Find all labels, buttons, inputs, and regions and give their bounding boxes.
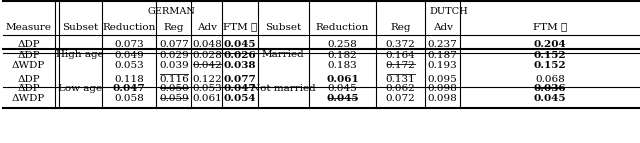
Text: 0.204: 0.204 [534, 40, 566, 48]
Text: Adv: Adv [197, 23, 217, 31]
Text: 0.058: 0.058 [115, 95, 144, 103]
Text: ΔDP: ΔDP [17, 40, 40, 48]
Text: 0.053: 0.053 [192, 85, 222, 93]
Text: ΔDP: ΔDP [17, 75, 40, 84]
Text: GERMAN: GERMAN [148, 7, 196, 15]
Text: Δ̅DP: Δ̅DP [17, 85, 40, 93]
Text: Reg: Reg [390, 23, 411, 31]
Text: Reduction: Reduction [102, 23, 156, 31]
Text: 0.372: 0.372 [386, 40, 415, 48]
Text: 0.059: 0.059 [159, 95, 189, 103]
Text: 0.077: 0.077 [224, 75, 257, 84]
Text: FTM ✓: FTM ✓ [533, 23, 567, 31]
Text: High age: High age [56, 50, 104, 59]
Text: 0.048: 0.048 [192, 40, 222, 48]
Text: Subset: Subset [62, 23, 99, 31]
Text: 0.164: 0.164 [386, 51, 415, 59]
Text: Low age: Low age [58, 85, 102, 94]
Text: 0.036: 0.036 [534, 85, 566, 93]
Text: 0.045: 0.045 [326, 95, 359, 103]
Text: 0.182: 0.182 [328, 51, 358, 59]
Text: ΔWDP: ΔWDP [12, 61, 45, 69]
Text: 0.045: 0.045 [224, 40, 256, 48]
Text: Adv: Adv [433, 23, 452, 31]
Text: 0.098: 0.098 [428, 85, 458, 93]
Text: 0.045: 0.045 [534, 95, 566, 103]
Text: 0.116: 0.116 [159, 75, 189, 84]
Text: 0.061: 0.061 [326, 75, 359, 84]
Text: 0.062: 0.062 [386, 85, 415, 93]
Text: Married: Married [262, 50, 305, 59]
Text: Reg: Reg [164, 23, 184, 31]
Text: 0.026: 0.026 [224, 51, 257, 59]
Text: 0.152: 0.152 [534, 51, 566, 59]
Text: 0.072: 0.072 [386, 95, 415, 103]
Text: Measure: Measure [6, 23, 52, 31]
Text: 0.122: 0.122 [192, 75, 222, 84]
Text: 0.095: 0.095 [428, 75, 458, 84]
Text: 0.258: 0.258 [328, 40, 358, 48]
Text: 0.061: 0.061 [192, 95, 222, 103]
Text: 0.152: 0.152 [534, 61, 566, 69]
Text: 0.028: 0.028 [192, 51, 222, 59]
Text: 0.042: 0.042 [192, 61, 222, 69]
Text: 0.050: 0.050 [159, 85, 189, 93]
Text: 0.054: 0.054 [224, 95, 256, 103]
Text: 0.053: 0.053 [115, 61, 144, 69]
Text: DUTCH: DUTCH [429, 7, 468, 15]
Text: 0.039: 0.039 [159, 61, 189, 69]
Text: 0.047: 0.047 [224, 85, 257, 93]
Text: 0.193: 0.193 [428, 61, 458, 69]
Text: FTM ✓: FTM ✓ [223, 23, 257, 31]
Text: 0.187: 0.187 [428, 51, 458, 59]
Text: Not married: Not married [251, 85, 316, 94]
Text: 0.131: 0.131 [386, 75, 415, 84]
Text: Δ̅DP: Δ̅DP [17, 51, 40, 59]
Text: Reduction: Reduction [316, 23, 369, 31]
Text: 0.077: 0.077 [159, 40, 189, 48]
Text: 0.098: 0.098 [428, 95, 458, 103]
Text: 0.073: 0.073 [115, 40, 144, 48]
Text: ΔWDP: ΔWDP [12, 95, 45, 103]
Text: 0.045: 0.045 [328, 85, 358, 93]
Text: 0.172: 0.172 [386, 61, 415, 69]
Text: 0.038: 0.038 [224, 61, 256, 69]
Text: Subset: Subset [265, 23, 301, 31]
Text: 0.068: 0.068 [535, 75, 565, 84]
Text: 0.118: 0.118 [115, 75, 144, 84]
Text: 0.049: 0.049 [115, 51, 144, 59]
Text: 0.047: 0.047 [113, 85, 145, 93]
Text: 0.237: 0.237 [428, 40, 458, 48]
Text: 0.029: 0.029 [159, 51, 189, 59]
Text: 0.183: 0.183 [328, 61, 358, 69]
